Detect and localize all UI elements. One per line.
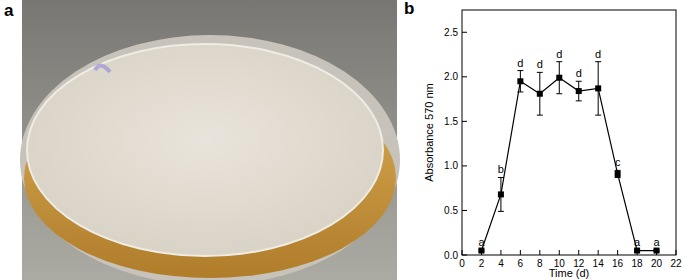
y-tick-label: 2.0 [444,71,458,82]
biofilm-rim [27,44,383,256]
significance-letter: c [615,156,621,168]
error-bar [576,81,582,101]
error-bar [615,170,621,177]
x-tick-label: 16 [612,258,624,269]
x-tick-label: 22 [670,258,682,269]
y-tick [462,76,467,77]
y-tick-label: 0.5 [444,205,458,216]
x-tick-label: 0 [459,258,465,269]
error-bar [517,71,523,92]
x-tick [559,250,560,255]
flask-glass [20,35,400,280]
series-line [481,78,656,251]
x-tick [578,250,579,255]
significance-letter: b [498,163,504,175]
significance-letter: d [556,48,562,60]
biofilm-surface [27,44,383,256]
x-tick [500,250,501,255]
data-point [654,248,660,254]
data-point [517,78,523,84]
panel-label: a [4,1,14,20]
y-tick [462,165,467,166]
x-tick [520,250,521,255]
x-axis-label: Time (d) [549,267,590,279]
y-axis-label: Absorbance 570 nm [423,83,435,181]
x-tick [676,250,677,255]
x-tick-label: 2 [479,258,485,269]
photo [20,0,400,280]
error-bar [537,72,543,115]
x-tick-label: 14 [593,258,605,269]
significance-letters: abdddddcaa [478,48,660,248]
error-bar [595,62,601,115]
y-tick [462,32,467,33]
reflection [95,65,110,72]
error-bar [556,62,562,94]
data-point [615,171,621,177]
panel-label: b [404,0,414,18]
data-point [595,85,601,91]
data-point [537,91,543,97]
significance-letter: a [634,236,641,248]
x-tick-label: 8 [537,258,543,269]
x-tick [617,250,618,255]
significance-letter: d [517,57,523,69]
figure: ab02468101214161820220.00.51.01.52.02.5T… [0,0,685,280]
data-point [478,248,484,254]
x-tick-label: 18 [632,258,644,269]
axes: 02468101214161820220.00.51.01.52.02.5 [444,27,682,269]
y-tick [462,210,467,211]
y-tick-label: 2.5 [444,27,458,38]
error-bar [498,177,504,211]
marks [478,62,659,254]
y-tick [462,255,467,256]
x-tick-label: 4 [498,258,504,269]
y-tick-label: 0.0 [444,250,458,261]
significance-letter: d [595,48,601,60]
y-tick-label: 1.5 [444,116,458,127]
significance-letter: d [537,58,543,70]
data-point [498,191,504,197]
x-tick [462,250,463,255]
significance-letter: a [653,236,660,248]
data-point [634,248,640,254]
x-tick [598,250,599,255]
y-tick [462,121,467,122]
significance-letter: a [478,236,485,248]
x-tick-label: 6 [518,258,524,269]
plot-frame [462,10,676,255]
x-tick-label: 20 [651,258,663,269]
significance-letter: d [576,67,582,79]
x-tick [539,250,540,255]
data-point [556,75,562,81]
data-point [576,88,582,94]
y-tick-label: 1.0 [444,160,458,171]
